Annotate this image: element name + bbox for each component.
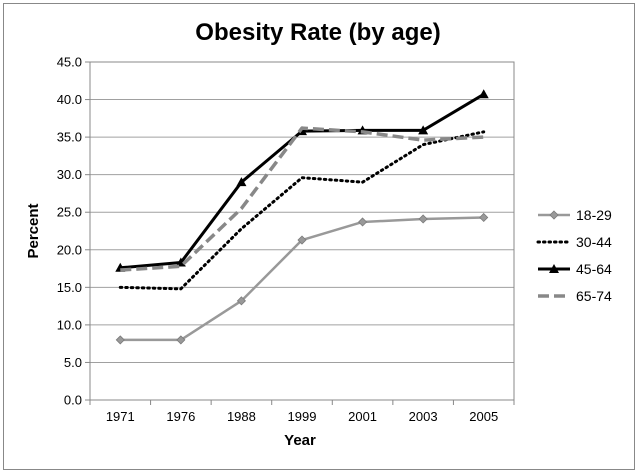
- y-tick-label: 20.0: [57, 242, 82, 257]
- data-point-triangle: [236, 177, 247, 187]
- legend-entry-65-74: 65-74: [538, 288, 612, 304]
- x-tick-label: 2001: [348, 409, 377, 424]
- x-tick-label: 1976: [166, 409, 195, 424]
- legend-label: 30-44: [576, 234, 612, 250]
- data-point-diamond: [358, 217, 368, 227]
- data-point-triangle: [478, 89, 489, 99]
- y-tick-label: 30.0: [57, 167, 82, 182]
- data-point-diamond: [176, 335, 186, 345]
- x-tick-label: 2003: [409, 409, 438, 424]
- series-30-44: [118, 130, 486, 291]
- legend-entry-45-64: 45-64: [538, 261, 612, 277]
- series-65-74: [120, 126, 484, 272]
- y-tick-label: 15.0: [57, 280, 82, 295]
- legend-label: 18-29: [576, 207, 612, 223]
- data-point-diamond: [479, 212, 489, 223]
- chart-title: Obesity Rate (by age): [195, 19, 440, 46]
- legend-label: 65-74: [576, 288, 612, 304]
- data-point-diamond: [549, 210, 559, 220]
- series-18-29: [115, 212, 489, 345]
- y-tick-label: 45.0: [57, 55, 82, 70]
- legend-entry-18-29: 18-29: [538, 207, 612, 223]
- data-point-triangle: [418, 125, 429, 135]
- data-point-triangle: [175, 257, 186, 267]
- legend: 18-29 30-44 45-64 65-74: [536, 207, 612, 304]
- y-tick-label: 10.0: [57, 317, 82, 332]
- data-point-diamond: [418, 214, 428, 224]
- y-tick-label: 40.0: [57, 92, 82, 107]
- y-tick-label: 35.0: [57, 130, 82, 145]
- x-axis-ticks: 1971 1976 1988 1999 2001 2003 2005: [89, 400, 515, 424]
- series-line: [120, 126, 484, 272]
- y-tick-label: 0.0: [64, 393, 82, 408]
- x-axis-title: Year: [284, 432, 316, 449]
- y-tick-label: 5.0: [64, 355, 82, 370]
- y-tick-label: 25.0: [57, 205, 82, 220]
- y-axis-ticks: 0.0 5.0 10.0 15.0 20.0 25.0 30.0 35.0 40.0 45.0: [57, 55, 90, 408]
- data-point-diamond: [297, 235, 307, 245]
- series-line: [118, 130, 486, 291]
- legend-entry-30-44: 30-44: [536, 234, 612, 250]
- data-point-triangle: [549, 264, 559, 273]
- plot-area: [89, 61, 515, 401]
- chart-frame: [3, 3, 635, 470]
- x-tick-label: 1999: [288, 409, 317, 424]
- legend-label: 45-64: [576, 261, 612, 277]
- x-tick-label: 2005: [469, 409, 498, 424]
- series-lines: [115, 89, 489, 345]
- data-point-diamond: [236, 296, 246, 306]
- data-point-diamond: [115, 335, 125, 345]
- y-axis-title: Percent: [25, 203, 42, 258]
- x-tick-label: 1971: [106, 409, 135, 424]
- x-tick-label: 1988: [227, 409, 256, 424]
